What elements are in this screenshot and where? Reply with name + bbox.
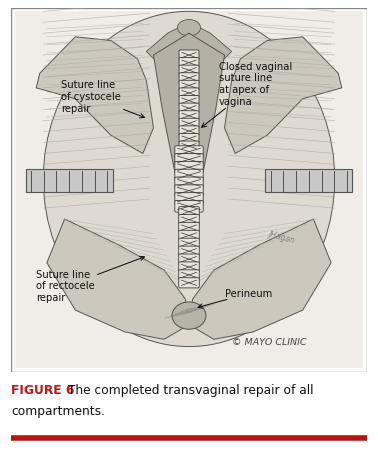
FancyBboxPatch shape bbox=[175, 161, 203, 173]
Polygon shape bbox=[189, 219, 331, 339]
FancyBboxPatch shape bbox=[179, 230, 199, 240]
FancyBboxPatch shape bbox=[179, 110, 199, 121]
FancyBboxPatch shape bbox=[179, 215, 199, 225]
Ellipse shape bbox=[172, 302, 206, 329]
FancyBboxPatch shape bbox=[175, 193, 203, 204]
FancyBboxPatch shape bbox=[179, 50, 199, 60]
FancyBboxPatch shape bbox=[179, 262, 199, 272]
Bar bbox=[265, 170, 352, 192]
Text: FIGURE 6: FIGURE 6 bbox=[11, 384, 75, 397]
FancyBboxPatch shape bbox=[175, 185, 203, 197]
FancyBboxPatch shape bbox=[179, 238, 199, 249]
FancyBboxPatch shape bbox=[179, 254, 199, 264]
Ellipse shape bbox=[43, 11, 335, 346]
Text: compartments.: compartments. bbox=[11, 405, 105, 419]
FancyBboxPatch shape bbox=[179, 58, 199, 68]
FancyBboxPatch shape bbox=[179, 103, 199, 113]
FancyBboxPatch shape bbox=[179, 88, 199, 98]
FancyBboxPatch shape bbox=[179, 80, 199, 91]
Polygon shape bbox=[225, 37, 342, 153]
Text: Closed vaginal
suture line
at apex of
vagina: Closed vaginal suture line at apex of va… bbox=[202, 62, 293, 127]
FancyBboxPatch shape bbox=[179, 278, 199, 288]
FancyBboxPatch shape bbox=[179, 141, 199, 151]
Polygon shape bbox=[36, 37, 153, 153]
FancyBboxPatch shape bbox=[179, 73, 199, 83]
Text: Suture line
of cystocele
repair: Suture line of cystocele repair bbox=[61, 80, 144, 118]
Text: Suture line
of rectocele
repair: Suture line of rectocele repair bbox=[36, 256, 144, 303]
Text: JHagan: JHagan bbox=[267, 230, 296, 245]
FancyBboxPatch shape bbox=[175, 200, 203, 212]
FancyBboxPatch shape bbox=[179, 246, 199, 256]
FancyBboxPatch shape bbox=[179, 118, 199, 129]
Bar bbox=[26, 170, 113, 192]
FancyBboxPatch shape bbox=[179, 207, 199, 217]
FancyBboxPatch shape bbox=[175, 154, 203, 165]
Polygon shape bbox=[47, 219, 189, 339]
FancyBboxPatch shape bbox=[175, 177, 203, 189]
FancyBboxPatch shape bbox=[179, 270, 199, 280]
Ellipse shape bbox=[177, 19, 201, 36]
FancyBboxPatch shape bbox=[179, 222, 199, 233]
FancyBboxPatch shape bbox=[179, 133, 199, 144]
FancyBboxPatch shape bbox=[179, 126, 199, 136]
Text: The completed transvaginal repair of all: The completed transvaginal repair of all bbox=[64, 384, 313, 397]
Polygon shape bbox=[153, 33, 225, 197]
Text: Perineum: Perineum bbox=[198, 289, 272, 308]
FancyBboxPatch shape bbox=[179, 96, 199, 106]
FancyBboxPatch shape bbox=[175, 146, 203, 157]
FancyBboxPatch shape bbox=[179, 65, 199, 75]
Text: © MAYO CLINIC: © MAYO CLINIC bbox=[232, 338, 306, 347]
FancyBboxPatch shape bbox=[175, 169, 203, 181]
Polygon shape bbox=[146, 22, 232, 66]
